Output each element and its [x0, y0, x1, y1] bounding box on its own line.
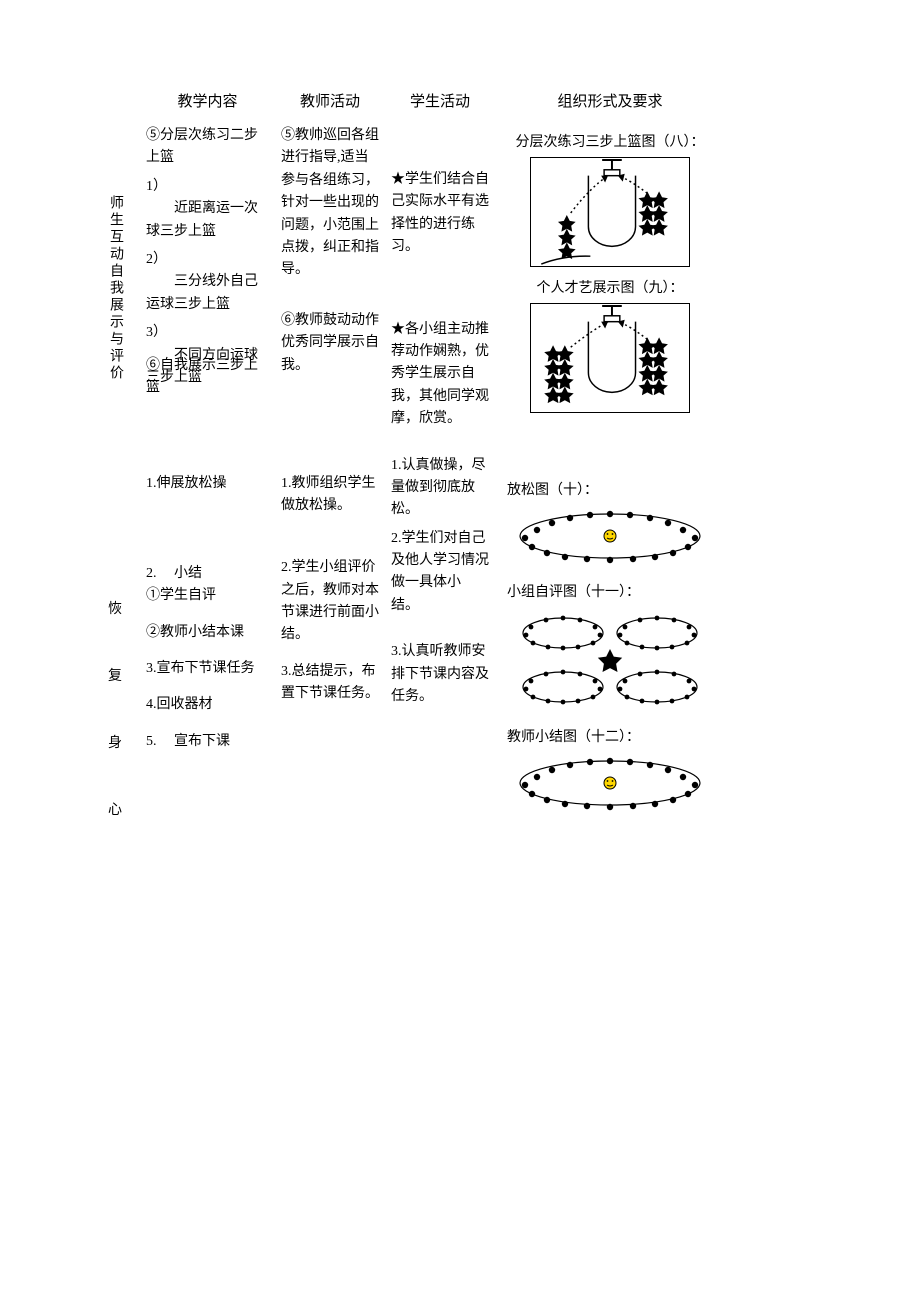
- s2c-l1: 1.伸展放松操: [146, 473, 269, 495]
- s2s-p2: 2.学生们对自己及他人学习情况做一具体小 结。: [391, 528, 489, 618]
- section1-student: ★学生们结合自己实际水平有选择性的进行练习。 ★各小组主动推荐动作娴熟，优秀学生…: [385, 125, 495, 437]
- section1-content: ⑤分层次练习二步上篮 1） 近距离运一次球三步上篮 2） 三分线外自己运球三步上…: [140, 125, 275, 437]
- s1s-p2: ★各小组主动推荐动作娴熟，优秀学生展示自我，其他同学观摩，欣赏。: [391, 319, 489, 431]
- header-student: 学生活动: [385, 90, 495, 125]
- section1-row: 师生互动自我展示与评价 ⑤分层次练习二步上篮 1） 近距离运一次球三步上篮 2）…: [90, 125, 830, 437]
- section2-teacher: 1.教师组织学生做放松操。 2.学生小组评价之后，教师对本节课进行前面小结。 3…: [275, 473, 385, 828]
- section2-title-cell: 恢复身心: [90, 473, 140, 828]
- s1c-line2: ⑥自我展示三步上篮: [146, 355, 269, 400]
- s1c-sub2: 三分线外自己运球三步上篮: [146, 271, 269, 316]
- s1c-sub1n: 1）: [146, 176, 269, 198]
- section2-student: 1.认真做操，尽量做到彻底放松。 2.学生们对自己及他人学习情况做一具体小 结。…: [385, 473, 495, 828]
- s2-org-label2: 小组自评图（十一）：: [501, 581, 719, 601]
- s1c-sub1: 近距离运一次球三步上篮: [146, 198, 269, 243]
- s2s-p1: 1.认真做操，尽量做到彻底放松。: [391, 455, 489, 522]
- header-teacher: 教师活动: [275, 90, 385, 125]
- s1t-p2: ⑥教师鼓动动作优秀同学展示自我。: [281, 310, 379, 377]
- diagram-11: [505, 607, 715, 712]
- section1-org: 分层次练习三步上篮图（八）：: [495, 125, 725, 437]
- header-content: 教学内容: [140, 90, 275, 125]
- diagram-9: [530, 303, 690, 413]
- s2t-p1: 1.教师组织学生做放松操。: [281, 473, 379, 518]
- s1c-sub3wrap: 不同方向运球三步上篮 ⑥自我展示三步上篮: [146, 345, 269, 390]
- section2-content: 1.伸展放松操 2. 小结 ①学生自评 ②教师小结本课 3.宣布下节课任务 4.…: [140, 473, 275, 828]
- s2c-l4: 4.回收器材: [146, 694, 269, 716]
- diagram-10: [505, 505, 715, 567]
- section2-title: 恢复身心: [108, 593, 122, 828]
- s1c-sub2n: 2）: [146, 249, 269, 271]
- s1c-line1: ⑤分层次练习二步上篮: [146, 125, 269, 170]
- s2t-p3: 3.总结提示，布置下节课任务。: [281, 661, 379, 706]
- s1-org-label2: 个人才艺展示图（九）：: [501, 277, 719, 297]
- s1-org-label1: 分层次练习三步上篮图（八）：: [501, 131, 719, 151]
- section2-org: 放松图（十）： 小组自评图（十一）：: [495, 473, 725, 828]
- s2c-l2b: ①学生自评: [146, 585, 269, 607]
- section1-title: 师生互动自我展示与评价: [105, 195, 125, 382]
- diagram-8: [530, 157, 690, 267]
- s2c-l2c: ②教师小结本课: [146, 622, 269, 644]
- s2s-p3: 3.认真听教师安排下节课内容及任务。: [391, 641, 489, 708]
- s1s-p1: ★学生们结合自己实际水平有选择性的进行练习。: [391, 169, 489, 259]
- header-row: 教学内容 教师活动 学生活动 组织形式及要求: [90, 90, 830, 125]
- section1-teacher: ⑤教帅巡回各组进行指导,适当参与各组练习， 针对一些出现的问题，小范围上点拨，纠…: [275, 125, 385, 437]
- s2c-l3: 3.宣布下节课任务: [146, 658, 269, 680]
- s2c-l5: 5. 宣布下课: [146, 731, 269, 753]
- s2-org-label3: 教师小结图（十二）：: [501, 726, 719, 746]
- s1c-sub3n: 3）: [146, 322, 269, 344]
- s2t-p2: 2.学生小组评价之后，教师对本节课进行前面小结。: [281, 557, 379, 647]
- s2-org-label1: 放松图（十）：: [501, 479, 719, 499]
- section1-title-cell: 师生互动自我展示与评价: [90, 125, 140, 437]
- header-blank: [90, 90, 140, 125]
- section2-row: 恢复身心 1.伸展放松操 2. 小结 ①学生自评 ②教师小结本课 3.宣布下节课…: [90, 473, 830, 828]
- diagram-12: [505, 752, 715, 814]
- s1t-p1: ⑤教帅巡回各组进行指导,适当参与各组练习， 针对一些出现的问题，小范围上点拨，纠…: [281, 125, 379, 282]
- s2c-l2a: 2. 小结: [146, 563, 269, 585]
- header-org: 组织形式及要求: [495, 90, 725, 125]
